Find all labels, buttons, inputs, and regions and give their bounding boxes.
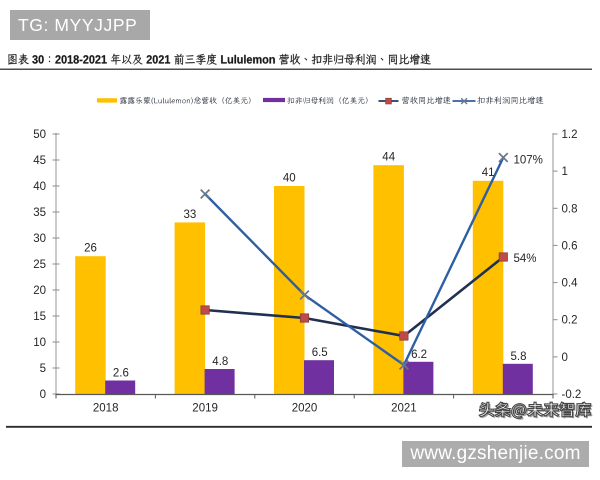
- svg-text:0.6: 0.6: [562, 240, 578, 252]
- svg-text:1.2: 1.2: [562, 129, 578, 141]
- svg-text:35: 35: [33, 207, 46, 219]
- svg-text:6.5: 6.5: [312, 347, 328, 359]
- svg-text:40: 40: [283, 172, 296, 184]
- svg-text:2018: 2018: [93, 403, 119, 415]
- svg-text:20: 20: [33, 285, 46, 297]
- svg-text:0.8: 0.8: [562, 203, 578, 215]
- svg-text:30: 30: [33, 233, 46, 245]
- svg-text:26: 26: [84, 243, 97, 255]
- svg-text:45: 45: [33, 155, 46, 167]
- svg-text:25: 25: [33, 259, 46, 271]
- svg-text:40: 40: [33, 181, 46, 193]
- svg-text:0: 0: [562, 352, 568, 364]
- svg-text:50: 50: [33, 129, 46, 141]
- svg-text:54%: 54%: [514, 253, 537, 265]
- svg-text:107%: 107%: [514, 154, 543, 166]
- svg-text:5.8: 5.8: [511, 351, 527, 363]
- svg-text:1: 1: [562, 166, 568, 178]
- svg-text:5: 5: [40, 363, 46, 375]
- svg-text:6.2: 6.2: [411, 349, 427, 361]
- svg-text:2.6: 2.6: [113, 368, 129, 380]
- svg-text:2021: 2021: [391, 403, 417, 415]
- svg-text:0.4: 0.4: [562, 278, 579, 290]
- svg-text:0: 0: [40, 389, 46, 401]
- svg-text:41: 41: [482, 167, 495, 179]
- svg-text:33: 33: [184, 209, 197, 221]
- svg-text:2019: 2019: [192, 403, 218, 415]
- svg-text:0.2: 0.2: [562, 315, 578, 327]
- svg-text:-0.2: -0.2: [562, 389, 582, 401]
- svg-text:2020: 2020: [292, 403, 318, 415]
- svg-text:15: 15: [33, 311, 46, 323]
- svg-text:44: 44: [382, 152, 395, 164]
- svg-text:10: 10: [33, 337, 46, 349]
- svg-text:4.8: 4.8: [212, 356, 228, 368]
